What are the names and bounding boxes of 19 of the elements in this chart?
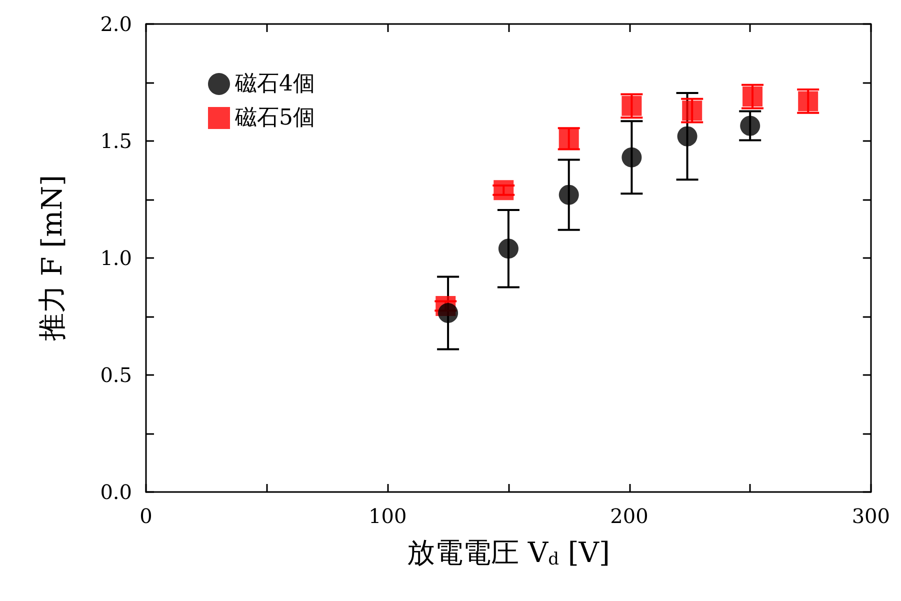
x-tick-label: 0 — [140, 504, 152, 528]
point — [494, 180, 514, 200]
x-tick-label: 200 — [610, 504, 648, 528]
legend-label: 磁石4個 — [234, 72, 315, 96]
x-tick-label: 300 — [852, 504, 890, 528]
y-tick-label: 1.0 — [100, 246, 132, 270]
point — [740, 116, 760, 136]
y-tick-label: 2.0 — [100, 12, 132, 36]
point — [498, 238, 518, 259]
y-tick-label: 0.5 — [100, 363, 132, 387]
point — [558, 184, 579, 205]
point — [438, 302, 458, 323]
y-tick-label: 0.0 — [100, 480, 132, 504]
point — [677, 126, 698, 146]
x-tick-label: 100 — [368, 504, 407, 528]
y-tick-label: 1.5 — [100, 129, 132, 153]
y-axis-title: 推力 F [mN] — [36, 174, 68, 342]
point — [622, 147, 642, 168]
legend-label: 磁石5個 — [234, 106, 315, 130]
